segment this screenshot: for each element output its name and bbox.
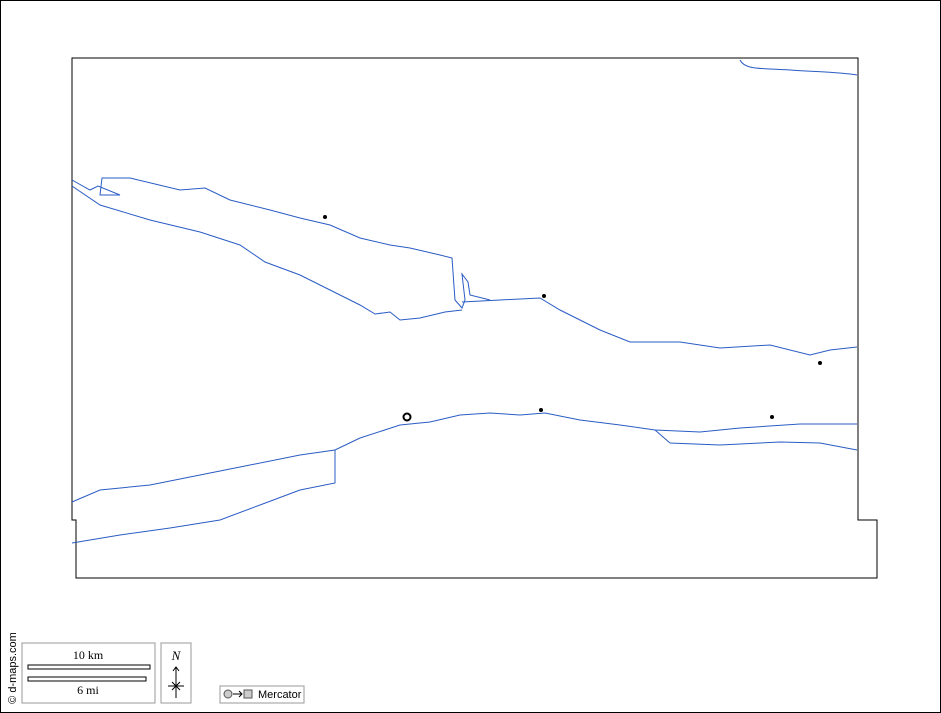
compass-north: N [171,648,182,663]
scale-mi: 6 mi [77,683,99,697]
county-seat [402,412,412,422]
lake-shore [71,185,463,321]
town [539,408,543,412]
projection: Mercator [258,689,302,701]
projection-icon [233,690,243,698]
projection-icon [243,689,253,699]
river [461,297,858,356]
compass-rose [168,666,184,698]
scale-bar [27,664,151,670]
credit: © d-maps.com [7,632,19,704]
river [654,429,858,451]
town [818,361,822,365]
scale-bar [27,676,147,682]
town [770,415,774,419]
scale-box [21,642,156,704]
lake-shore [71,177,491,309]
river [739,59,858,76]
projection-box [219,685,305,704]
scale-km: 10 km [73,648,104,662]
towns [323,215,822,419]
river [71,450,336,544]
town [323,215,327,219]
projection-icon [223,689,233,699]
town [542,294,546,298]
river [71,412,857,503]
county-outline [71,57,878,579]
